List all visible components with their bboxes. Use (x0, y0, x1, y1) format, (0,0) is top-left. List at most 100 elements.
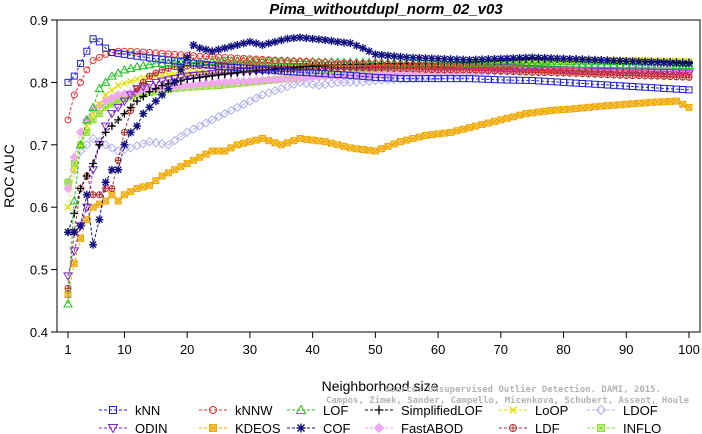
legend-label: KDEOS (235, 421, 281, 434)
data-point (88, 133, 98, 144)
data-point (534, 53, 543, 62)
data-point (647, 98, 655, 106)
data-point (327, 36, 336, 45)
data-point (133, 75, 141, 83)
data-point (83, 66, 91, 74)
data-point (125, 91, 136, 100)
y-tick-label: 0.9 (30, 13, 48, 28)
data-point (102, 91, 110, 99)
data-point (158, 66, 166, 74)
data-point (63, 183, 73, 194)
data-point (321, 138, 329, 146)
data-point (113, 103, 124, 113)
x-tick-label: 10 (117, 342, 131, 357)
legend-label: SimplifiedLOF (401, 403, 483, 418)
data-point (100, 96, 111, 106)
data-point (119, 97, 130, 107)
data-point (70, 72, 78, 80)
data-point (114, 165, 123, 174)
legend-label: FastABOD (401, 421, 463, 434)
data-point (622, 57, 631, 66)
data-point (95, 100, 103, 108)
data-point (75, 139, 86, 149)
data-point (672, 59, 681, 68)
data-point (239, 67, 248, 76)
data-point (597, 102, 605, 110)
data-point (107, 110, 117, 119)
data-point (89, 57, 97, 65)
data-point (102, 197, 110, 205)
data-point (514, 64, 525, 74)
data-point (102, 50, 110, 58)
data-point (195, 44, 204, 53)
data-point (427, 54, 436, 63)
data-point (420, 58, 431, 67)
data-point (679, 100, 687, 108)
data-point (226, 105, 236, 116)
data-point (471, 55, 480, 64)
data-point (107, 143, 117, 153)
legend-marker (209, 424, 217, 432)
data-point (459, 125, 467, 133)
data-point (202, 150, 210, 158)
y-tick-label: 0.6 (30, 200, 48, 215)
data-point (64, 78, 72, 86)
data-point (652, 68, 663, 78)
data-point (76, 221, 85, 230)
data-point (546, 59, 556, 68)
data-point (615, 68, 625, 77)
data-point (371, 50, 380, 59)
data-point (75, 146, 86, 156)
data-point (202, 45, 210, 54)
series-kNN (64, 35, 693, 94)
x-tick-label: 80 (556, 342, 570, 357)
data-point (163, 140, 174, 150)
series-ODIN (63, 62, 694, 281)
data-point (608, 59, 619, 69)
data-point (214, 45, 223, 54)
legend-label: LOF (323, 403, 348, 418)
data-point (70, 91, 78, 99)
series-kNNW (64, 47, 693, 124)
data-point (220, 44, 229, 53)
data-point (171, 70, 179, 78)
data-point (527, 65, 538, 74)
data-point (107, 165, 116, 174)
data-point (384, 142, 392, 150)
data-point (459, 55, 468, 64)
data-point (108, 86, 116, 94)
data-point (95, 140, 104, 149)
data-point (340, 142, 348, 150)
data-point (133, 184, 141, 192)
data-point (157, 139, 167, 149)
data-point (70, 228, 79, 237)
data-point (509, 113, 517, 121)
data-point (133, 97, 141, 106)
data-point (208, 71, 217, 80)
legend-marker (296, 423, 306, 433)
data-point (133, 122, 141, 131)
legend-item-kNNW: kNNW (199, 403, 273, 418)
data-point (144, 136, 155, 147)
data-point (70, 209, 79, 218)
data-point (239, 39, 248, 48)
data-point (660, 98, 668, 106)
series-LDF (64, 61, 693, 292)
data-point (169, 57, 180, 67)
data-point (233, 40, 242, 49)
data-point (339, 77, 349, 88)
legend-marker (595, 404, 607, 416)
data-point (101, 128, 110, 137)
data-point (421, 54, 430, 63)
data-point (164, 64, 172, 72)
data-point (364, 57, 374, 66)
data-point (82, 140, 92, 150)
data-point (114, 115, 123, 124)
data-point (94, 83, 105, 93)
data-point (188, 57, 199, 66)
legend-marker (374, 405, 384, 415)
data-point (144, 59, 155, 69)
data-point (428, 131, 436, 139)
data-point (358, 44, 367, 53)
data-point (307, 79, 318, 90)
